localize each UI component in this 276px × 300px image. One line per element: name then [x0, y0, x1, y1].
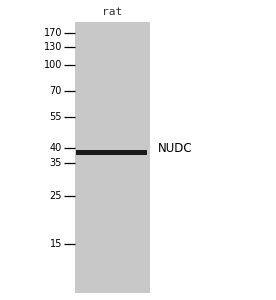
Bar [75, 22, 150, 293]
Text: 70: 70 [50, 86, 62, 96]
Text: 15: 15 [50, 239, 62, 249]
Text: 55: 55 [49, 112, 62, 122]
Text: 130: 130 [44, 42, 62, 52]
Text: 170: 170 [44, 28, 62, 38]
Text: 100: 100 [44, 60, 62, 70]
Text: 40: 40 [50, 143, 62, 153]
Text: 35: 35 [50, 158, 62, 168]
Text: 25: 25 [49, 191, 62, 201]
Text: NUDC: NUDC [158, 142, 193, 154]
Text: rat: rat [102, 7, 122, 17]
Bar [76, 149, 147, 154]
